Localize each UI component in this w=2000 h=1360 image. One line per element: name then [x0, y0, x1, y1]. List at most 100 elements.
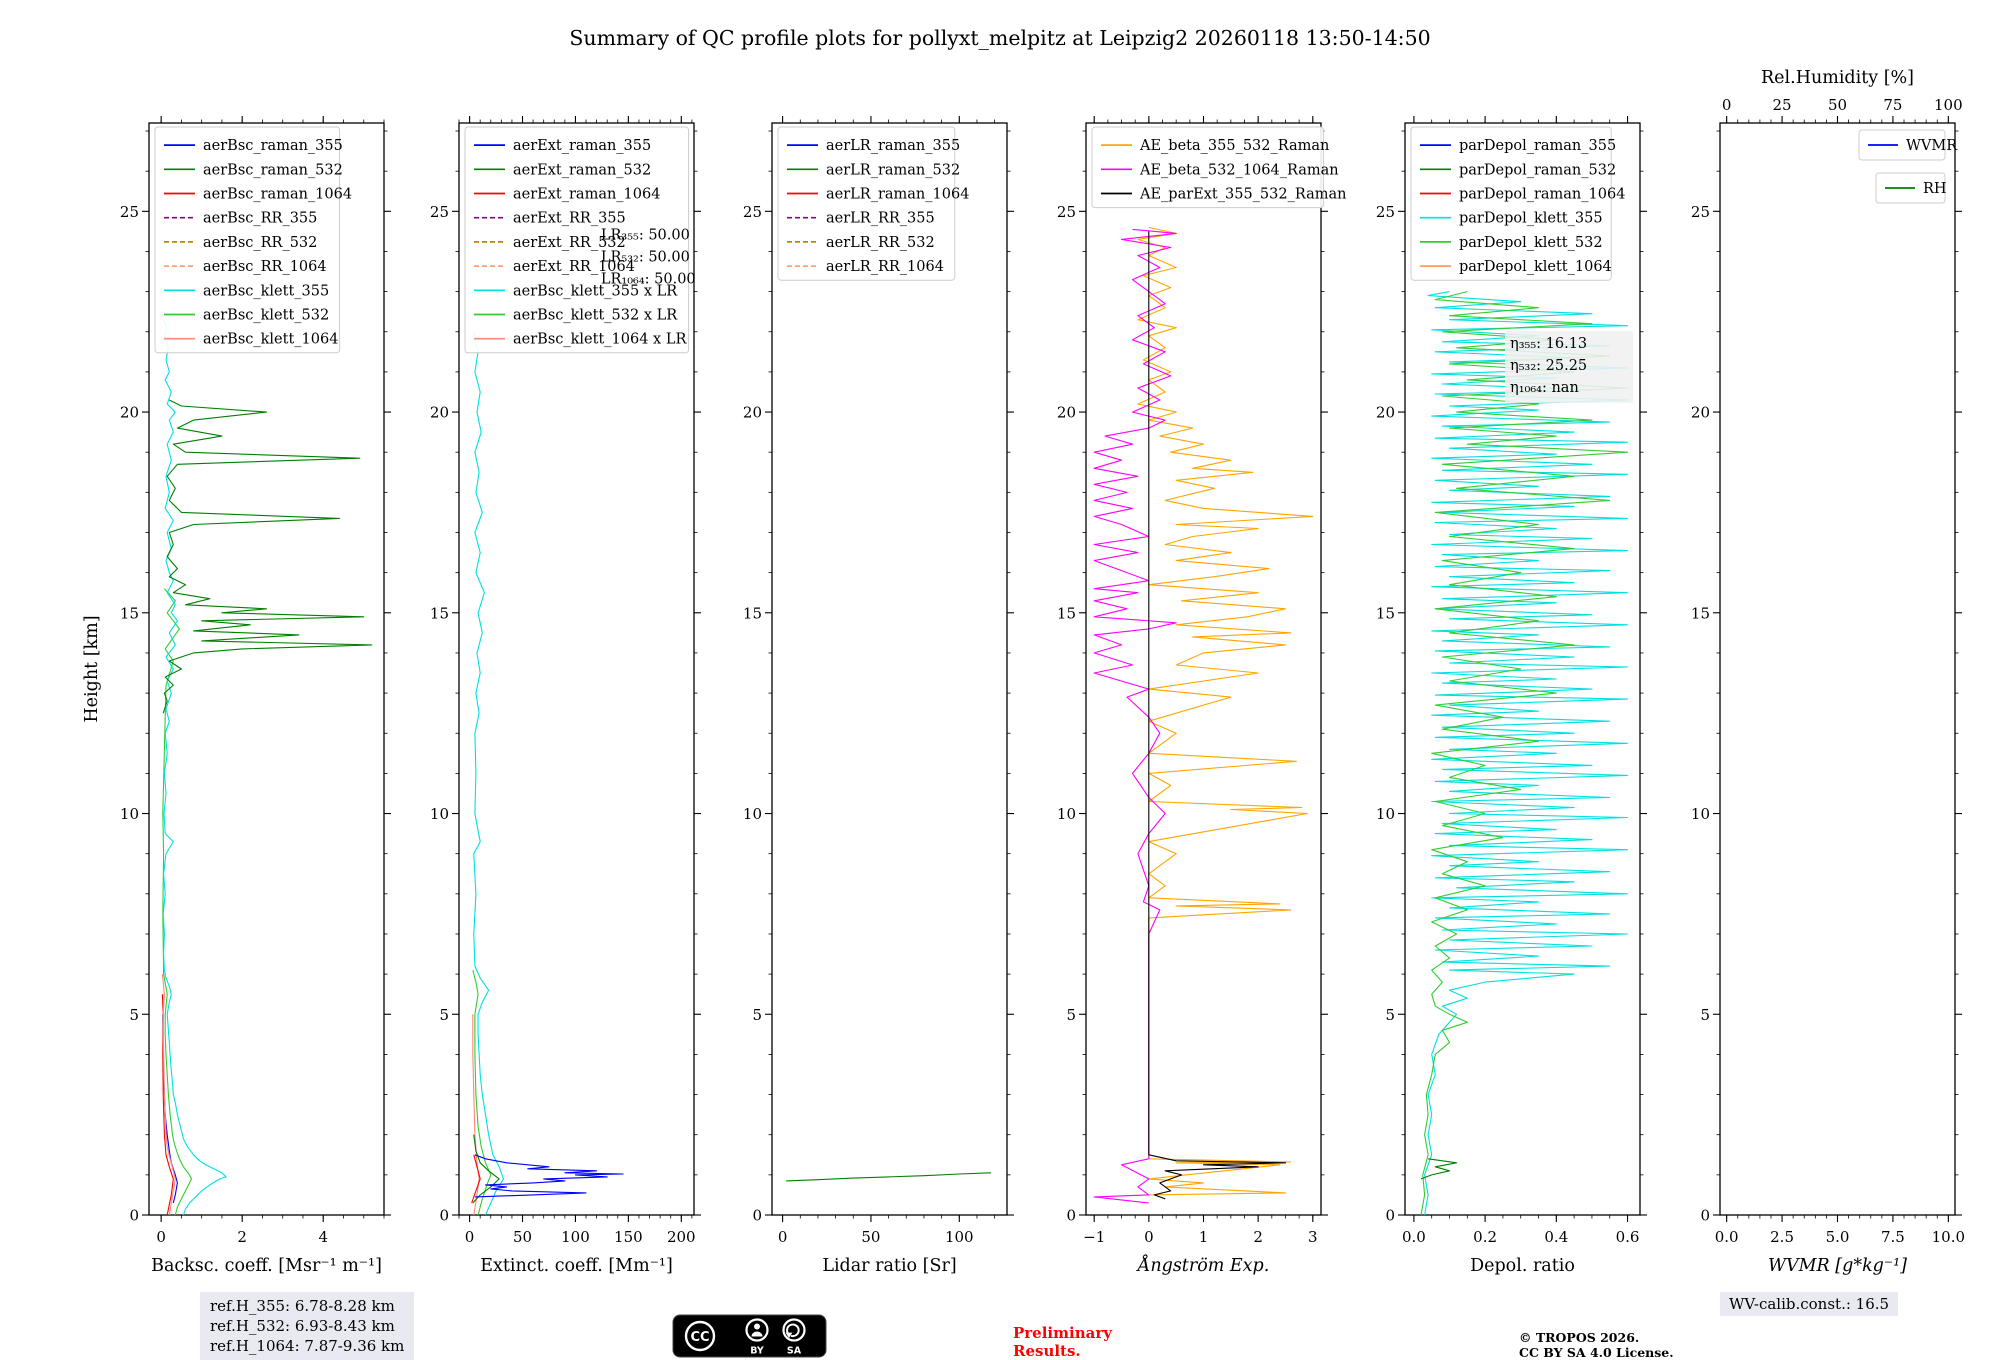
x-tick-label: 4	[318, 1228, 328, 1246]
ref-height-1064: ref.H_1064: 7.87-9.36 km	[210, 1337, 405, 1355]
sa-arrow-arc	[786, 1323, 800, 1338]
x-tick-label: 100	[561, 1228, 590, 1246]
legend-box	[1410, 126, 1612, 281]
wv-calib-note: WV-calib.const.: 16.5	[1720, 1292, 1899, 1316]
x-axis-label: Depol. ratio	[1470, 1256, 1575, 1276]
y-axis-label: Height [km]	[82, 615, 102, 722]
x-tick-label: 0.4	[1544, 1228, 1568, 1246]
y-tick-label: 5	[752, 1006, 762, 1024]
top-axis-label: Rel.Humidity [%]	[1761, 68, 1914, 88]
y-tick-label: 20	[120, 404, 139, 422]
y-tick-label: 0	[1066, 1207, 1076, 1225]
series-aerBsc_klett_532_x_LR	[472, 969, 492, 1215]
x-tick-label: 50	[861, 1228, 880, 1246]
x-tick-label: 3	[1308, 1228, 1318, 1246]
y-tick-label: 0	[1385, 1207, 1395, 1225]
legend-label: parDepol_klett_1064	[1459, 259, 1612, 275]
legend-label: aerExt_RR_355	[513, 211, 626, 227]
y-tick-label: 15	[120, 604, 139, 622]
series-aerLR_raman_532	[786, 1172, 992, 1182]
y-tick-label: 5	[1385, 1006, 1395, 1024]
panel-lidar-ratio: 0 5 10 15 20 25 0 50 100 Lidar ratio [Sr] aerLR_ra…	[743, 116, 1014, 1276]
x-tick-label: 0	[156, 1228, 166, 1246]
y-tick-label: 25	[1691, 203, 1710, 221]
x-tick-label: 0.6	[1616, 1228, 1640, 1246]
sa-label: SA	[787, 1346, 802, 1357]
y-tick-label: 20	[1057, 404, 1076, 422]
x-tick-label: 0.2	[1473, 1228, 1497, 1246]
legend-label: AE_parExt_355_532_Raman	[1139, 187, 1346, 203]
legend-label: aerBsc_raman_355	[203, 138, 343, 154]
y-tick-label: 5	[439, 1006, 449, 1024]
copyright-line-1: © TROPOS 2026.	[1519, 1330, 1640, 1345]
annotation-text: LR₁₀₆₄: 50.00	[601, 271, 696, 287]
x-tick-label: 0	[465, 1228, 475, 1246]
x-axis-label: Ångström Exp.	[1136, 1255, 1270, 1276]
x-axis-label: WVMR [g*kg⁻¹]	[1768, 1256, 1907, 1276]
x-tick-label: 2	[237, 1228, 247, 1246]
y-tick-label: 10	[1376, 805, 1395, 823]
panel-extinction: 0 5 10 15 20 25 0 50 100 150 200 Extinct. coeff. [M…	[430, 116, 701, 1276]
legend-label: aerLR_RR_355	[826, 211, 935, 227]
y-tick-label: 10	[120, 805, 139, 823]
top-tick-label: 25	[1773, 96, 1792, 114]
legend-box	[464, 126, 690, 354]
plot-frame	[1085, 122, 1322, 1216]
by-label: BY	[750, 1346, 764, 1357]
legend-box	[154, 126, 341, 354]
legend-label: parDepol_raman_355	[1459, 138, 1616, 154]
y-tick-label: 15	[743, 604, 762, 622]
top-tick-label: 75	[1883, 96, 1902, 114]
top-tick-label: 0	[1722, 96, 1732, 114]
x-tick-label: 50	[513, 1228, 532, 1246]
series-aerBsc_klett_532	[162, 588, 193, 1215]
x-tick-label: 1	[1199, 1228, 1209, 1246]
y-tick-label: 20	[1376, 404, 1395, 422]
x-axis-label: Backsc. coeff. [Msr⁻¹ m⁻¹]	[151, 1256, 382, 1276]
y-tick-label: 0	[752, 1207, 762, 1225]
y-tick-label: 10	[1691, 805, 1710, 823]
annotation-text: LR₃₅₅: 50.00	[601, 227, 690, 243]
ref-height-355: ref.H_355: 6.78-8.28 km	[210, 1297, 395, 1315]
legend-label: WVMR	[1906, 138, 1958, 154]
preliminary-line-1: Preliminary	[1013, 1324, 1112, 1342]
y-tick-label: 0	[439, 1207, 449, 1225]
x-tick-label: 5.0	[1826, 1228, 1850, 1246]
y-tick-label: 10	[743, 805, 762, 823]
annotation-text: η₃₅₅: 16.13	[1510, 336, 1587, 352]
y-tick-label: 5	[1066, 1006, 1076, 1024]
ref-height-532: ref.H_532: 6.93-8.43 km	[210, 1317, 395, 1335]
plot-frame	[771, 122, 1008, 1216]
y-tick-label: 20	[430, 404, 449, 422]
y-tick-label: 25	[1376, 203, 1395, 221]
by-person-icon	[745, 1318, 769, 1342]
legend-label: aerExt_RR_1064	[513, 259, 635, 275]
preliminary-line-2: Results.	[1013, 1342, 1081, 1360]
legend-label: parDepol_klett_532	[1459, 235, 1603, 251]
legend-label: aerExt_raman_355	[513, 138, 651, 154]
sa-arrow-icon	[782, 1318, 806, 1342]
copyright-line-2: CC BY SA 4.0 License.	[1519, 1345, 1674, 1360]
cc-badge-graphic: CC BY SA	[672, 1314, 827, 1358]
legend-label: aerBsc_klett_532 x LR	[513, 308, 678, 324]
legend-label: aerBsc_raman_1064	[203, 187, 352, 203]
y-tick-label: 15	[1057, 604, 1076, 622]
top-tick-label: 100	[1934, 96, 1963, 114]
by-person-body	[751, 1331, 763, 1337]
y-tick-label: 25	[743, 203, 762, 221]
legend-label: AE_beta_355_532_Raman	[1139, 138, 1329, 154]
legend-label: aerBsc_klett_1064	[203, 332, 338, 348]
x-tick-label: 2	[1253, 1228, 1263, 1246]
legend-label: aerLR_raman_1064	[826, 187, 969, 203]
legend-label: aerBsc_RR_1064	[203, 259, 327, 275]
series-AE_parExt_355_532_Raman	[1148, 231, 1287, 1200]
cc-icon	[684, 1320, 716, 1352]
legend-label: aerBsc_klett_355	[203, 283, 329, 299]
legend-label: parDepol_raman_1064	[1459, 187, 1625, 203]
x-axis-label: Lidar ratio [Sr]	[822, 1256, 956, 1276]
page-title: Summary of QC profile plots for pollyxt_…	[569, 26, 1431, 50]
legend-label: aerBsc_RR_355	[203, 211, 317, 227]
legend-label: parDepol_raman_532	[1459, 162, 1616, 178]
series-aerBsc_klett_355_x_LR	[473, 331, 505, 1215]
